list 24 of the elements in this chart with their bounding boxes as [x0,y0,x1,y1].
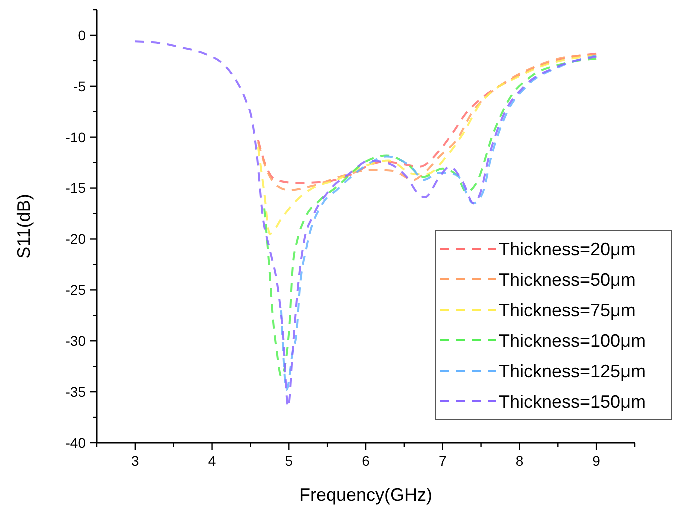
legend-label: Thickness=150μm [499,392,646,412]
x-tick-label: 5 [285,453,294,469]
y-tick-label: -10 [66,129,86,146]
x-tick-label: 7 [438,453,447,469]
legend-label: Thickness=75μm [499,300,636,320]
x-tick-label: 4 [208,453,216,469]
x-tick-label: 3 [132,453,140,469]
legend-label: Thickness=50μm [499,270,636,290]
legend-label: Thickness=125μm [499,361,646,382]
y-tick-label: -30 [66,333,86,350]
y-tick-label: -35 [66,384,86,400]
y-axis-title: S11(dB) [14,194,34,259]
y-tick-label: -25 [66,282,86,298]
y-tick-label: 0 [78,27,86,44]
x-axis-title: Frequency(GHz) [299,485,433,505]
legend-label: Thickness=20μm [499,239,636,260]
y-tick-label: -40 [66,434,86,451]
y-tick-label: -5 [74,78,86,94]
x-tick-label: 8 [516,453,524,469]
x-tick-label: 9 [592,453,601,469]
legend-label: Thickness=100μm [499,330,646,351]
y-tick-label: -15 [66,180,86,196]
y-tick-label: -20 [66,231,86,248]
x-tick-label: 6 [362,453,370,469]
